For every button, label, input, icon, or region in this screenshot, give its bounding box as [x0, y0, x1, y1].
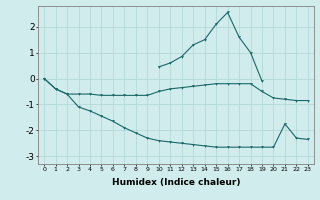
X-axis label: Humidex (Indice chaleur): Humidex (Indice chaleur)	[112, 178, 240, 187]
